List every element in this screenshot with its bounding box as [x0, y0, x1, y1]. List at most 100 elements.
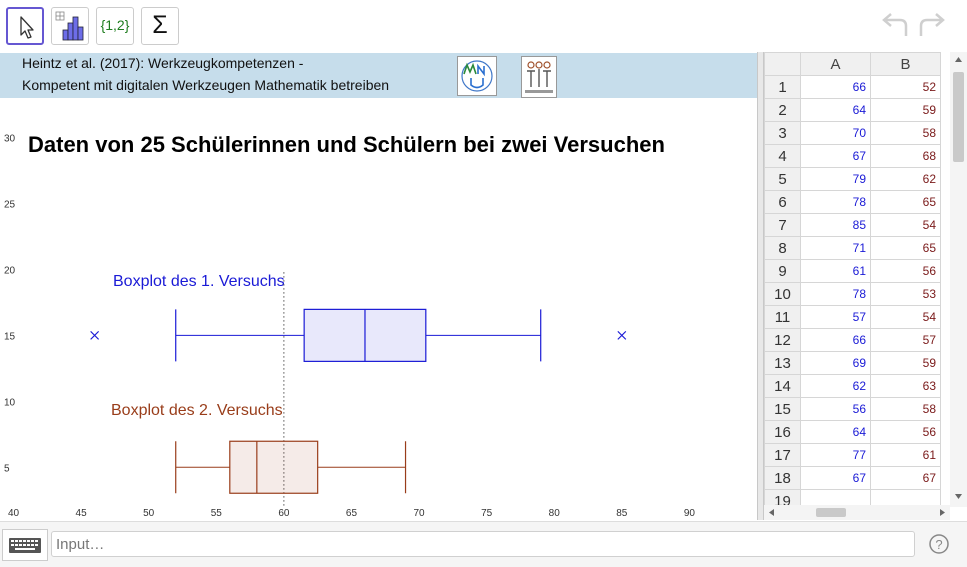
cell-a[interactable]: 79: [800, 167, 871, 191]
cell-b[interactable]: 65: [870, 190, 941, 214]
cell-a[interactable]: 71: [800, 236, 871, 260]
undo-icon: [882, 13, 908, 36]
table-row: 11 57 54: [764, 305, 941, 329]
cell-a[interactable]: 77: [800, 443, 871, 467]
cell-b[interactable]: 63: [870, 374, 941, 398]
x-tick-label: 60: [278, 508, 290, 519]
cell-b[interactable]: 62: [870, 167, 941, 191]
row-header[interactable]: 1: [764, 75, 801, 99]
cell-b[interactable]: 54: [870, 305, 941, 329]
scroll-up-arrow-icon: [955, 57, 962, 62]
row-header[interactable]: 3: [764, 121, 801, 145]
sum-tool-button[interactable]: Σ: [141, 7, 179, 45]
cell-a[interactable]: 66: [800, 328, 871, 352]
cell-a[interactable]: 62: [800, 374, 871, 398]
cell-a[interactable]: 85: [800, 213, 871, 237]
redo-icon: [919, 13, 945, 36]
cell-b[interactable]: 59: [870, 98, 941, 122]
cell-a[interactable]: 78: [800, 190, 871, 214]
view-divider[interactable]: [757, 52, 764, 520]
spreadsheet-horizontal-scrollbar[interactable]: [764, 505, 950, 520]
create-list-tool-button[interactable]: {1,2}: [96, 7, 134, 45]
cell-a[interactable]: 78: [800, 282, 871, 306]
banner-line-1: Heintz et al. (2017): Werkzeugkompetenze…: [22, 55, 304, 71]
spreadsheet-view[interactable]: A B 1 66 52 2 64 59 3 70 58 4 67 68 5 79 62 6 78 65 7 85 54 8…: [764, 52, 967, 520]
row-header[interactable]: 10: [764, 282, 801, 306]
cell-b[interactable]: 57: [870, 328, 941, 352]
table-row: 15 56 58: [764, 397, 941, 421]
bar-chart-icon: [55, 11, 84, 41]
algebra-input-field[interactable]: [51, 531, 915, 557]
cell-b[interactable]: 52: [870, 75, 941, 99]
row-header[interactable]: 17: [764, 443, 801, 467]
box: [229, 440, 319, 494]
row-header[interactable]: 8: [764, 236, 801, 260]
cell-b[interactable]: 59: [870, 351, 941, 375]
cell-b[interactable]: 58: [870, 397, 941, 421]
spreadsheet-vertical-scrollbar[interactable]: [950, 52, 967, 507]
x-tick-label: 45: [76, 508, 88, 519]
horizontal-scroll-thumb: [816, 508, 846, 517]
svg-text:?: ?: [935, 537, 942, 552]
cell-a[interactable]: 56: [800, 397, 871, 421]
graphics-view[interactable]: Daten von 25 Schülerinnen und Schülern b…: [0, 98, 757, 520]
row-header[interactable]: 6: [764, 190, 801, 214]
one-variable-analysis-tool-button[interactable]: [51, 7, 89, 45]
cell-a[interactable]: 57: [800, 305, 871, 329]
corner-cell[interactable]: [764, 52, 801, 76]
row-header[interactable]: 12: [764, 328, 801, 352]
cell-b[interactable]: 54: [870, 213, 941, 237]
cell-b[interactable]: 53: [870, 282, 941, 306]
row-header[interactable]: 15: [764, 397, 801, 421]
cell-a[interactable]: 64: [800, 420, 871, 444]
cell-a[interactable]: 70: [800, 121, 871, 145]
row-header[interactable]: 13: [764, 351, 801, 375]
cell-b[interactable]: 65: [870, 236, 941, 260]
row-header[interactable]: 16: [764, 420, 801, 444]
row-header[interactable]: 9: [764, 259, 801, 283]
row-header[interactable]: 5: [764, 167, 801, 191]
cell-b[interactable]: 56: [870, 259, 941, 283]
cell-b[interactable]: 61: [870, 443, 941, 467]
keyboard-button[interactable]: [2, 529, 48, 561]
help-button[interactable]: ?: [928, 533, 950, 555]
keyboard-icon: [9, 538, 41, 553]
row-header[interactable]: 4: [764, 144, 801, 168]
table-row: 6 78 65: [764, 190, 941, 214]
list-icon: {1,2}: [100, 17, 130, 33]
column-header-a[interactable]: A: [800, 52, 871, 76]
boxplots: [90, 272, 627, 506]
t3-logo-icon: [525, 61, 553, 93]
move-tool-button[interactable]: [6, 7, 44, 45]
row-header[interactable]: 7: [764, 213, 801, 237]
cell-b[interactable]: 67: [870, 466, 941, 490]
row-header[interactable]: 2: [764, 98, 801, 122]
cell-a[interactable]: 69: [800, 351, 871, 375]
table-row: 12 66 57: [764, 328, 941, 352]
cell-a[interactable]: 61: [800, 259, 871, 283]
cell-a[interactable]: 66: [800, 75, 871, 99]
table-row: 4 67 68: [764, 144, 941, 168]
cell-b[interactable]: 56: [870, 420, 941, 444]
row-header[interactable]: 18: [764, 466, 801, 490]
column-header-b[interactable]: B: [870, 52, 941, 76]
row-header[interactable]: 14: [764, 374, 801, 398]
x-tick-label: 55: [211, 508, 223, 519]
x-tick-label: 85: [616, 508, 628, 519]
row-header[interactable]: 11: [764, 305, 801, 329]
cell-a[interactable]: 67: [800, 466, 871, 490]
x-tick-label: 80: [549, 508, 561, 519]
table-row: 14 62 63: [764, 374, 941, 398]
table-row: 3 70 58: [764, 121, 941, 145]
undo-button[interactable]: [880, 12, 910, 40]
cell-a[interactable]: 67: [800, 144, 871, 168]
cell-b[interactable]: 68: [870, 144, 941, 168]
boxplot-chart: Daten von 25 Schülerinnen und Schülern b…: [4, 132, 695, 519]
x-tick-label: 50: [143, 508, 155, 519]
cell-b[interactable]: 58: [870, 121, 941, 145]
table-row: 16 64 56: [764, 420, 941, 444]
redo-button[interactable]: [917, 12, 947, 40]
x-tick-label: 40: [8, 508, 20, 519]
scroll-left-arrow-icon: [769, 509, 774, 516]
cell-a[interactable]: 64: [800, 98, 871, 122]
